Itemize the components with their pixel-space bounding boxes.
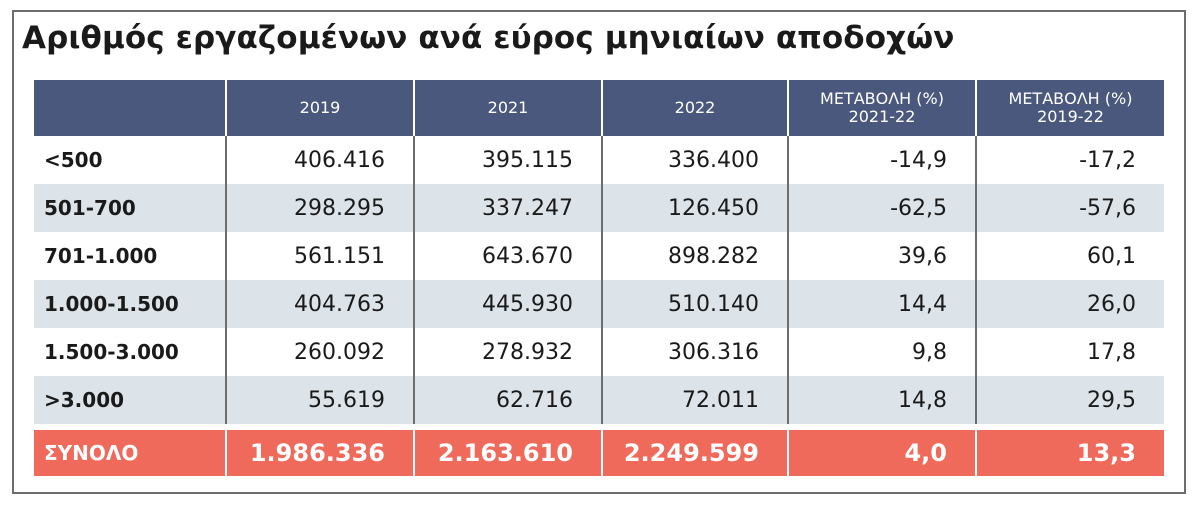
table-row: 1.000-1.500 404.763 445.930 510.140 14,4… [34, 280, 1164, 328]
cell-change-2019-22: 17,8 [975, 328, 1164, 376]
cell-2019: 55.619 [225, 376, 414, 427]
row-label: 1.500-3.000 [44, 340, 179, 364]
cell-2022: 72.011 [601, 376, 788, 427]
total-change-2019-22: 13,3 [975, 424, 1164, 476]
cell-change-2019-22: -17,2 [975, 136, 1164, 184]
cell-2022: 306.316 [601, 328, 788, 376]
cell-2022: 336.400 [601, 136, 788, 184]
header-change-period: 2019-22 [1037, 107, 1104, 126]
cell-2022: 510.140 [601, 280, 788, 328]
table-row: >3.000 55.619 62.716 72.011 14,8 29,5 [34, 376, 1164, 427]
cell-change-2019-22: -57,6 [975, 184, 1164, 232]
row-label: 701-1.000 [44, 244, 158, 268]
header-change-2021-22: ΜΕΤΑΒΟΛΗ (%) 2021-22 [787, 80, 976, 136]
total-label: ΣΥΝΟΛΟ [34, 424, 226, 476]
header-2021: 2021 [413, 80, 602, 136]
header-row: 2019 2021 2022 ΜΕΤΑΒΟΛΗ (%) 2021-22 ΜΕΤΑ… [34, 80, 1164, 136]
total-2019: 1.986.336 [225, 424, 414, 476]
row-label: 501-700 [34, 184, 226, 232]
cell-2021: 395.115 [413, 136, 602, 184]
cell-change-2021-22: 14,8 [787, 376, 976, 427]
cell-change-2021-22: 9,8 [787, 328, 976, 376]
total-2022: 2.249.599 [601, 424, 788, 476]
table-row: 701-1.000 561.151 643.670 898.282 39,6 6… [34, 232, 1164, 280]
header-change-label: ΜΕΤΑΒΟΛΗ (%) [1008, 89, 1133, 108]
header-change-label: ΜΕΤΑΒΟΛΗ (%) [820, 89, 944, 108]
cell-2019: 404.763 [225, 280, 414, 328]
cell-2019: 406.416 [225, 136, 414, 184]
cell-change-2021-22: -62,5 [787, 184, 976, 232]
cell-2021: 278.932 [413, 328, 602, 376]
cell-2022: 898.282 [601, 232, 788, 280]
total-2021: 2.163.610 [413, 424, 602, 476]
table-row: 1.500-3.000 260.092 278.932 306.316 9,8 … [34, 328, 1164, 376]
cell-2019: 260.092 [225, 328, 414, 376]
cell-change-2021-22: 39,6 [787, 232, 976, 280]
cell-2021: 643.670 [413, 232, 602, 280]
row-label: >3.000 [34, 376, 226, 427]
cell-change-2019-22: 29,5 [975, 376, 1164, 427]
cell-2021: 445.930 [413, 280, 602, 328]
header-empty [34, 80, 226, 136]
header-2022: 2022 [601, 80, 788, 136]
cell-change-2021-22: -14,9 [787, 136, 976, 184]
total-row: ΣΥΝΟΛΟ 1.986.336 2.163.610 2.249.599 4,0… [34, 424, 1164, 476]
page-title: Αριθμός εργαζομένων ανά εύρος μηνιαίων α… [22, 20, 955, 56]
table-row: <500 406.416 395.115 336.400 -14,9 -17,2 [34, 136, 1164, 184]
header-change-period: 2021-22 [848, 107, 916, 126]
cell-change-2019-22: 60,1 [975, 232, 1164, 280]
data-table: 2019 2021 2022 ΜΕΤΑΒΟΛΗ (%) 2021-22 ΜΕΤΑ… [34, 80, 1164, 476]
table-row: 501-700 298.295 337.247 126.450 -62,5 -5… [34, 184, 1164, 232]
row-label: <500 [44, 148, 103, 172]
header-2019: 2019 [225, 80, 414, 136]
cell-2019: 561.151 [225, 232, 414, 280]
total-change-2021-22: 4,0 [787, 424, 976, 476]
cell-2021: 62.716 [413, 376, 602, 427]
cell-2021: 337.247 [413, 184, 602, 232]
cell-change-2019-22: 26,0 [975, 280, 1164, 328]
cell-change-2021-22: 14,4 [787, 280, 976, 328]
row-label: 1.000-1.500 [34, 280, 226, 328]
cell-2019: 298.295 [225, 184, 414, 232]
header-change-2019-22: ΜΕΤΑΒΟΛΗ (%) 2019-22 [975, 80, 1164, 136]
cell-2022: 126.450 [601, 184, 788, 232]
